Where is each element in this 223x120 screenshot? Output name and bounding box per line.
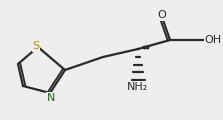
Text: OH: OH — [204, 35, 222, 45]
Text: O: O — [158, 10, 166, 20]
Text: N: N — [47, 93, 55, 103]
Text: S: S — [32, 41, 39, 51]
Text: NH₂: NH₂ — [127, 82, 149, 92]
